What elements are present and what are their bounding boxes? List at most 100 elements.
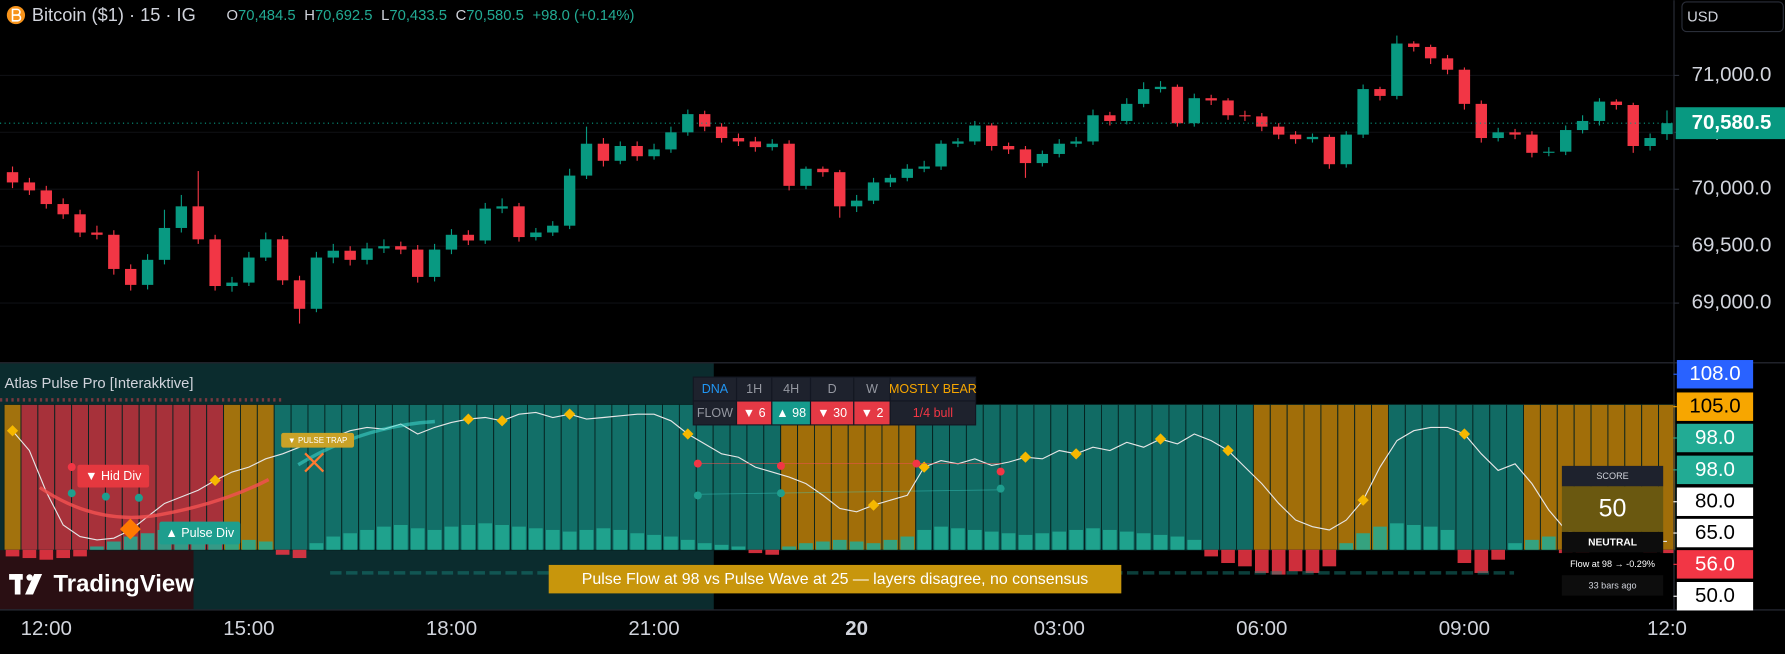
dna-cell-text: ▼ 6 (743, 406, 766, 420)
histogram-bar (1373, 526, 1387, 550)
currency[interactable]: USD (1687, 9, 1718, 25)
candle-body (158, 227, 171, 260)
histogram-bar (1305, 549, 1320, 573)
histogram-bar (664, 536, 678, 550)
zone (1219, 403, 1237, 551)
histogram-bar (106, 541, 121, 550)
candle-body (209, 239, 221, 287)
candle-body (884, 177, 897, 183)
ohlc-key: O (227, 8, 239, 24)
zone (594, 403, 613, 551)
ohlc-value: 70,580.5 (466, 8, 524, 24)
zone (1438, 403, 1457, 551)
histogram-bar (1103, 529, 1117, 550)
candle-body (834, 172, 846, 207)
candle-body (310, 257, 323, 309)
histogram-bar (73, 549, 87, 557)
zone (560, 403, 579, 551)
histogram-bar (1390, 523, 1404, 550)
zone (881, 403, 900, 551)
candle-body (276, 239, 289, 281)
axis-label-box (1676, 423, 1754, 453)
histogram-bar (934, 526, 948, 550)
banner-box (548, 564, 1122, 594)
histogram-bar (90, 546, 104, 550)
divergence-curve (38, 478, 270, 520)
x-tick-label: 06:00 (1236, 617, 1287, 640)
candle-body (1137, 89, 1150, 104)
zone (813, 403, 832, 551)
candle-body (1644, 138, 1656, 146)
zone (54, 403, 73, 551)
zone (1185, 403, 1204, 551)
candle-body (6, 172, 19, 183)
zone (20, 403, 39, 551)
axis-label: 105.0 (1689, 395, 1740, 418)
candle-body (665, 132, 677, 150)
histogram-bar (1457, 549, 1472, 564)
zone (1016, 403, 1035, 551)
candle-body (192, 206, 204, 240)
dna-cell-text: 1H (746, 382, 762, 396)
histogram-bar (714, 544, 729, 550)
histogram-bar (377, 526, 391, 550)
currency-button[interactable] (1681, 1, 1784, 33)
histogram-bar (123, 536, 138, 550)
histogram-bar (393, 524, 408, 550)
pulse-div-marker (119, 518, 141, 540)
candle-body (901, 168, 913, 178)
x-tick-label: 20 (845, 617, 868, 640)
candle-body (1121, 103, 1133, 121)
logo: TradingView (9, 571, 194, 598)
candle-body (108, 234, 120, 269)
signal-marker (867, 499, 880, 511)
candle-body (1475, 103, 1487, 139)
histogram-bar (1474, 549, 1489, 573)
zone (1067, 403, 1086, 551)
histogram-bar (22, 549, 37, 559)
zone (1100, 403, 1119, 551)
candle-body (428, 249, 441, 277)
zone (982, 403, 1001, 551)
zone (239, 403, 258, 551)
candle-body (1610, 101, 1623, 106)
candle-body (74, 214, 86, 233)
zone (307, 403, 326, 551)
logo-mark (14, 574, 21, 595)
banner: Pulse Flow at 98 vs Pulse Wave at 25 — l… (582, 571, 1089, 588)
histogram-bar (816, 541, 830, 550)
histogram-bar (1221, 549, 1235, 564)
ohlc-key: C (456, 8, 467, 24)
histogram-bar (782, 546, 796, 550)
y-tick-label: 71,000.0 (1692, 63, 1772, 86)
ohlc-value: 70,433.5 (389, 8, 447, 24)
zone (712, 403, 731, 551)
zone (830, 403, 849, 551)
histogram-bar (275, 549, 290, 555)
y-tick-label: 69,000.0 (1692, 291, 1772, 314)
candle-body (226, 282, 238, 287)
histogram-bar (1035, 533, 1050, 550)
dot (134, 493, 143, 502)
zone (341, 403, 360, 551)
histogram-bar (900, 536, 915, 550)
zone (999, 403, 1018, 551)
candle-body (479, 208, 491, 241)
zone (611, 403, 630, 551)
histogram-bar (613, 529, 628, 550)
histogram-bar (1339, 543, 1354, 550)
candle-body (918, 166, 930, 169)
candle-body (445, 234, 458, 250)
candle-body (867, 182, 880, 201)
ohlc-value: 70,484.5 (238, 8, 296, 24)
candle-body (293, 280, 306, 309)
candle-body (952, 141, 964, 144)
score-value: 50 (1599, 494, 1627, 522)
zone (746, 403, 765, 551)
axis-label-box (1676, 582, 1754, 611)
histogram-bar (748, 549, 763, 554)
zone (358, 403, 376, 551)
annotation-box (281, 432, 355, 448)
zone (797, 403, 815, 551)
